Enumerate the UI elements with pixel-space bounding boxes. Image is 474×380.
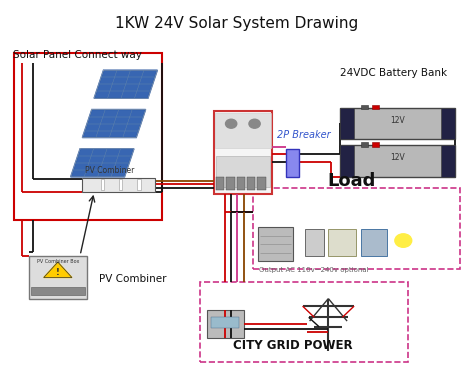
- Text: PV Combiner: PV Combiner: [99, 274, 166, 284]
- Polygon shape: [44, 262, 72, 277]
- Bar: [372, 142, 379, 147]
- Bar: [237, 177, 245, 190]
- Bar: [15, 53, 162, 220]
- Text: CITY GRID POWER: CITY GRID POWER: [233, 339, 353, 352]
- Text: 24VDC Battery Bank: 24VDC Battery Bank: [340, 68, 447, 78]
- Text: PV Combiner: PV Combiner: [85, 166, 134, 175]
- Bar: [361, 142, 368, 147]
- Text: PV Combiner Box: PV Combiner Box: [36, 259, 79, 264]
- Text: 2P Breaker: 2P Breaker: [277, 130, 330, 140]
- Bar: [207, 310, 244, 338]
- Bar: [340, 108, 354, 139]
- Bar: [305, 229, 324, 255]
- Bar: [372, 105, 379, 109]
- Bar: [137, 179, 141, 190]
- Bar: [340, 145, 354, 177]
- Bar: [31, 287, 85, 295]
- Bar: [286, 149, 299, 177]
- Bar: [28, 255, 87, 299]
- Polygon shape: [94, 70, 157, 98]
- Text: Load: Load: [328, 172, 376, 190]
- Bar: [361, 105, 368, 109]
- Bar: [328, 229, 356, 255]
- Text: Output AC 110v~240v optional: Output AC 110v~240v optional: [259, 267, 369, 273]
- Bar: [340, 108, 455, 139]
- Bar: [257, 177, 265, 190]
- Bar: [254, 188, 459, 269]
- Circle shape: [226, 119, 237, 128]
- Bar: [258, 228, 293, 261]
- Text: !: !: [56, 268, 60, 277]
- Bar: [211, 317, 239, 328]
- Bar: [361, 229, 387, 255]
- Circle shape: [395, 234, 412, 247]
- Circle shape: [249, 119, 260, 128]
- Bar: [214, 111, 272, 194]
- Text: 1KW 24V Solar System Drawing: 1KW 24V Solar System Drawing: [115, 16, 359, 31]
- Text: 12V: 12V: [390, 116, 405, 125]
- Bar: [100, 179, 104, 190]
- Polygon shape: [82, 109, 146, 138]
- Bar: [215, 113, 271, 149]
- Polygon shape: [71, 149, 134, 177]
- Bar: [441, 145, 455, 177]
- Bar: [82, 177, 155, 192]
- Bar: [226, 177, 235, 190]
- Bar: [441, 108, 455, 139]
- Bar: [216, 156, 270, 187]
- Bar: [118, 179, 122, 190]
- Text: Solar Panel Connect way: Solar Panel Connect way: [13, 50, 142, 60]
- Bar: [216, 177, 224, 190]
- Bar: [200, 282, 408, 362]
- Bar: [340, 145, 455, 177]
- Text: 12V: 12V: [390, 153, 405, 162]
- Bar: [247, 177, 255, 190]
